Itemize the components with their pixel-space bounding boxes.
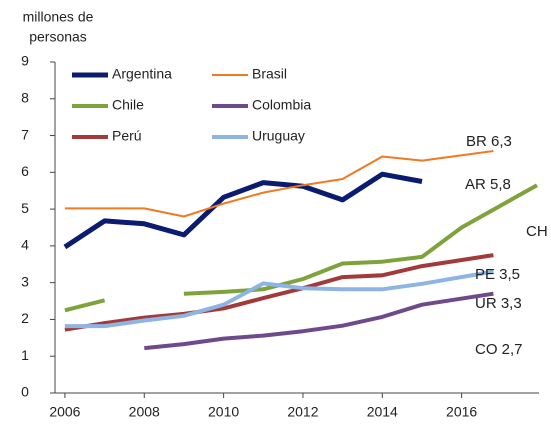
y-tick-label: 0 bbox=[21, 384, 29, 400]
annotation: BR 6,3 bbox=[466, 133, 512, 150]
annotation: UR 3,3 bbox=[475, 295, 522, 312]
x-tick-label: 2016 bbox=[446, 404, 477, 420]
x-tick-label: 2010 bbox=[208, 404, 239, 420]
series-line bbox=[64, 183, 538, 313]
series-line bbox=[64, 150, 494, 218]
annotation: PE 3,5 bbox=[475, 266, 520, 283]
legend-label: Argentina bbox=[112, 66, 172, 82]
y-tick-label: 6 bbox=[21, 163, 29, 179]
y-tick-label: 4 bbox=[21, 237, 29, 253]
annotation: CO 2,7 bbox=[475, 341, 523, 358]
series-line bbox=[144, 291, 494, 351]
y-tick-label: 9 bbox=[21, 53, 29, 69]
y-tick-label: 5 bbox=[21, 200, 29, 216]
series-line bbox=[64, 253, 494, 332]
legend-label: Chile bbox=[112, 97, 144, 113]
y-tick-label: 2 bbox=[21, 310, 29, 326]
x-tick-label: 2006 bbox=[49, 404, 80, 420]
legend-label: Brasil bbox=[252, 66, 287, 82]
y-axis-label: personas bbox=[29, 29, 87, 45]
legend-label: Uruguay bbox=[252, 128, 305, 144]
x-tick-label: 2014 bbox=[367, 404, 398, 420]
series-line bbox=[63, 171, 423, 250]
series-line bbox=[64, 269, 494, 329]
legend-label: Perú bbox=[112, 128, 142, 144]
x-tick-label: 2008 bbox=[129, 404, 160, 420]
x-tick-label: 2012 bbox=[287, 404, 318, 420]
y-tick-label: 8 bbox=[21, 89, 29, 105]
annotation: AR 5,8 bbox=[465, 176, 511, 193]
y-axis-label: millones de bbox=[23, 9, 94, 25]
y-tick-label: 7 bbox=[21, 126, 29, 142]
y-tick-label: 1 bbox=[21, 347, 29, 363]
legend-label: Colombia bbox=[252, 97, 311, 113]
annotation: CH 4,5 bbox=[526, 223, 551, 240]
y-tick-label: 3 bbox=[21, 273, 29, 289]
